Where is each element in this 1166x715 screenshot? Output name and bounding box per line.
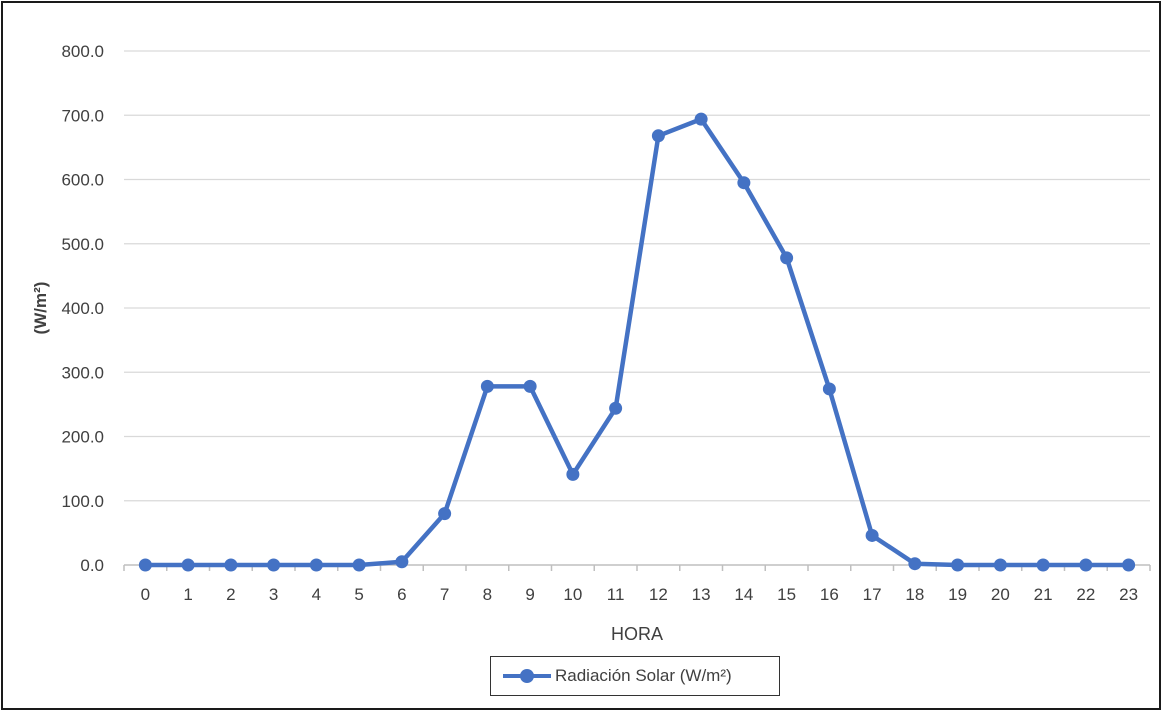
data-point xyxy=(480,379,494,393)
data-point xyxy=(309,558,323,572)
y-tick-label: 100.0 xyxy=(61,492,104,511)
legend-series-label: Radiación Solar (W/m²) xyxy=(555,666,732,685)
data-point xyxy=(651,129,665,143)
data-point xyxy=(694,112,708,126)
x-tick-label: 0 xyxy=(141,585,150,604)
y-tick-label: 800.0 xyxy=(61,42,104,61)
x-tick-label: 8 xyxy=(483,585,492,604)
y-tick-label: 400.0 xyxy=(61,299,104,318)
x-tick-label: 14 xyxy=(734,585,753,604)
x-tick-label: 12 xyxy=(649,585,668,604)
x-tick-label: 7 xyxy=(440,585,449,604)
x-tick-label: 1 xyxy=(183,585,192,604)
data-point xyxy=(566,467,580,481)
data-point xyxy=(737,176,751,190)
y-tick-label: 0.0 xyxy=(80,556,104,575)
data-point xyxy=(609,401,623,415)
y-axis-title: (W/m²) xyxy=(31,282,50,335)
data-point xyxy=(1122,558,1136,572)
data-point xyxy=(224,558,238,572)
x-axis-title: HORA xyxy=(611,624,663,644)
data-point xyxy=(138,558,152,572)
y-tick-label: 500.0 xyxy=(61,235,104,254)
x-tick-label: 22 xyxy=(1076,585,1095,604)
data-point xyxy=(1036,558,1050,572)
x-tick-label: 17 xyxy=(863,585,882,604)
x-tick-label: 21 xyxy=(1034,585,1053,604)
data-point xyxy=(352,558,366,572)
data-point xyxy=(780,251,794,265)
x-tick-label: 13 xyxy=(692,585,711,604)
x-tick-label: 10 xyxy=(563,585,582,604)
data-point xyxy=(908,557,922,571)
y-tick-label: 600.0 xyxy=(61,171,104,190)
data-point xyxy=(993,558,1007,572)
x-tick-label: 11 xyxy=(607,585,625,604)
x-tick-label: 18 xyxy=(905,585,924,604)
series xyxy=(138,112,1136,572)
x-tick-label: 19 xyxy=(948,585,967,604)
x-tick-label: 3 xyxy=(269,585,278,604)
data-point xyxy=(523,379,537,393)
x-tick-label: 15 xyxy=(777,585,796,604)
data-point xyxy=(865,528,879,542)
x-tick-label: 16 xyxy=(820,585,839,604)
y-tick-label: 700.0 xyxy=(61,106,104,125)
legend: Radiación Solar (W/m²) xyxy=(490,656,780,696)
data-point xyxy=(951,558,965,572)
data-point xyxy=(267,558,281,572)
data-point xyxy=(395,555,409,569)
data-point xyxy=(1079,558,1093,572)
x-tick-label: 20 xyxy=(991,585,1010,604)
gridlines xyxy=(124,50,1150,502)
y-tick-label: 300.0 xyxy=(61,363,104,382)
y-tick-labels: 0.0 100.0 200.0 300.0 400.0 500.0 600.0 700.0 80… xyxy=(61,42,104,575)
x-tick-label: 9 xyxy=(525,585,534,604)
data-point xyxy=(438,507,452,521)
data-point xyxy=(181,558,195,572)
x-tick-labels: 0 1 2 3 4 5 6 7 8 9 10 11 12 13 14 15 16 17 18 19 20 21 22 23 xyxy=(141,585,1138,604)
x-tick-label: 5 xyxy=(354,585,363,604)
data-point xyxy=(822,382,836,396)
x-tick-label: 6 xyxy=(397,585,406,604)
series-line xyxy=(143,116,1131,568)
x-tick-label: 4 xyxy=(312,585,321,604)
x-tick-label: 2 xyxy=(226,585,235,604)
y-tick-label: 200.0 xyxy=(61,428,104,447)
x-tick-label: 23 xyxy=(1119,585,1138,604)
legend-series-marker xyxy=(503,668,551,684)
